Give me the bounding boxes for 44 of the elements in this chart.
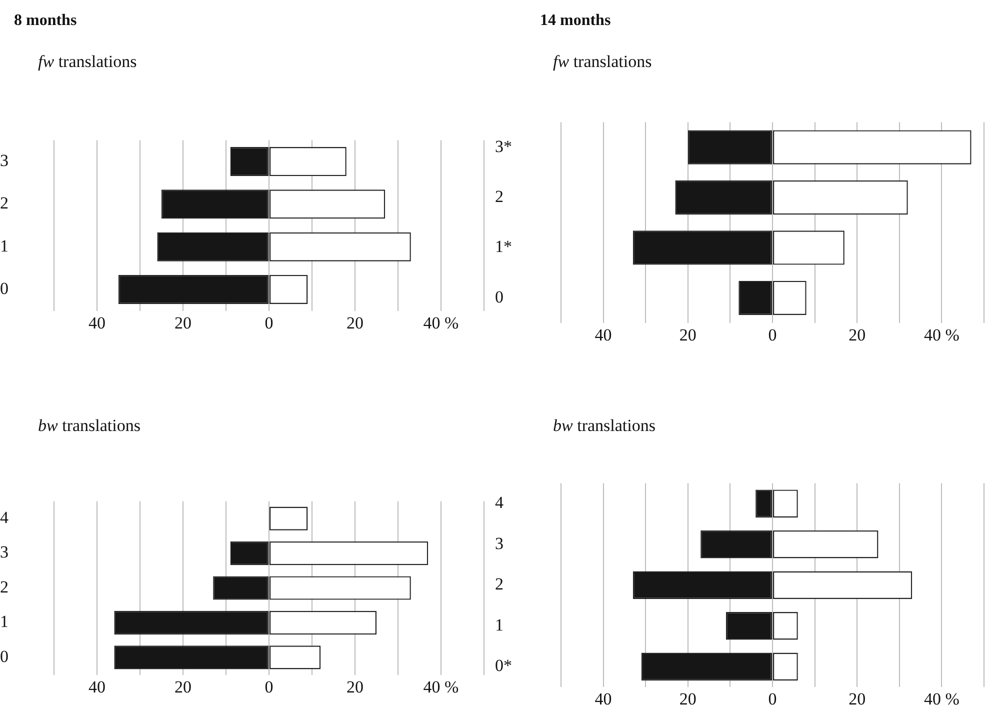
- y-tick-label: 0: [0, 646, 8, 666]
- x-tick-label: 20: [174, 677, 192, 696]
- chart-subtitle: fw translations: [553, 52, 652, 72]
- y-tick-label: 3: [0, 150, 8, 170]
- chart-subtitle: bw translations: [38, 416, 140, 436]
- y-tick-label: 0: [495, 287, 504, 306]
- x-tick-label: 20: [679, 690, 696, 709]
- chart-title: 8 months: [14, 12, 77, 30]
- x-tick-label: 40: [594, 326, 612, 345]
- y-tick-label: 4: [495, 493, 504, 512]
- x-tick-label: 0: [264, 313, 274, 332]
- x-tick-label: 40 %: [924, 326, 960, 345]
- y-tick-label: 3: [495, 534, 504, 553]
- x-tick-label: 0: [768, 690, 777, 709]
- x-tick-label: 40: [88, 313, 106, 332]
- y-tick-label: 0: [0, 278, 8, 298]
- y-tick-label: 1: [0, 612, 8, 632]
- y-tick-label: 3*: [495, 136, 512, 156]
- x-tick-label: 40 %: [423, 313, 459, 332]
- y-tick-label: 2: [495, 574, 504, 594]
- chart-subtitle: bw translations: [553, 416, 656, 436]
- x-tick-label: 40 %: [423, 677, 459, 696]
- x-tick-label: 20: [848, 690, 866, 709]
- y-tick-label: 1*: [495, 237, 512, 256]
- x-tick-label: 20: [679, 326, 696, 345]
- y-tick-label: 4: [0, 508, 9, 528]
- x-tick-label: 40: [88, 677, 106, 696]
- x-tick-label: 40 %: [924, 690, 960, 709]
- x-tick-label: 20: [848, 326, 866, 345]
- y-tick-label: 2: [0, 194, 8, 213]
- y-tick-label: 1: [0, 236, 8, 256]
- x-tick-label: 0: [264, 677, 274, 696]
- x-tick-label: 20: [346, 313, 364, 332]
- x-tick-label: 0: [768, 326, 777, 345]
- y-tick-label: 3: [0, 542, 8, 562]
- x-tick-label: 40: [594, 690, 612, 709]
- x-tick-label: 20: [174, 313, 192, 332]
- chart-subtitle: fw translations: [38, 52, 137, 72]
- x-tick-label: 20: [346, 677, 364, 696]
- y-tick-label: 2: [0, 577, 8, 596]
- y-tick-label: 2: [495, 186, 504, 206]
- chart-title: 14 months: [540, 12, 611, 30]
- y-tick-label: 0*: [495, 656, 512, 676]
- y-tick-label: 1: [495, 615, 504, 634]
